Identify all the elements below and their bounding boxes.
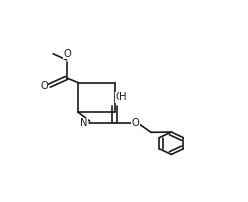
Text: O: O <box>115 92 123 102</box>
Text: H: H <box>120 92 127 102</box>
Text: O: O <box>63 49 71 59</box>
Text: O: O <box>40 81 48 91</box>
Text: N: N <box>80 118 88 128</box>
Text: O: O <box>132 118 140 128</box>
